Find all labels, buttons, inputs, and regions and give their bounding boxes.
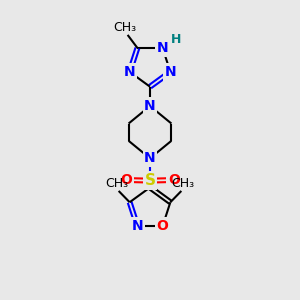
Text: O: O xyxy=(157,219,169,233)
Text: N: N xyxy=(164,65,176,79)
Text: S: S xyxy=(145,173,155,188)
Text: O: O xyxy=(120,173,132,187)
Text: CH₃: CH₃ xyxy=(106,177,129,190)
Text: N: N xyxy=(157,41,168,55)
Text: CH₃: CH₃ xyxy=(113,21,136,34)
Text: N: N xyxy=(144,151,156,165)
Text: N: N xyxy=(124,65,136,79)
Text: H: H xyxy=(171,33,181,46)
Text: N: N xyxy=(144,99,156,113)
Text: CH₃: CH₃ xyxy=(171,177,194,190)
Text: O: O xyxy=(168,173,180,187)
Text: N: N xyxy=(132,219,143,233)
